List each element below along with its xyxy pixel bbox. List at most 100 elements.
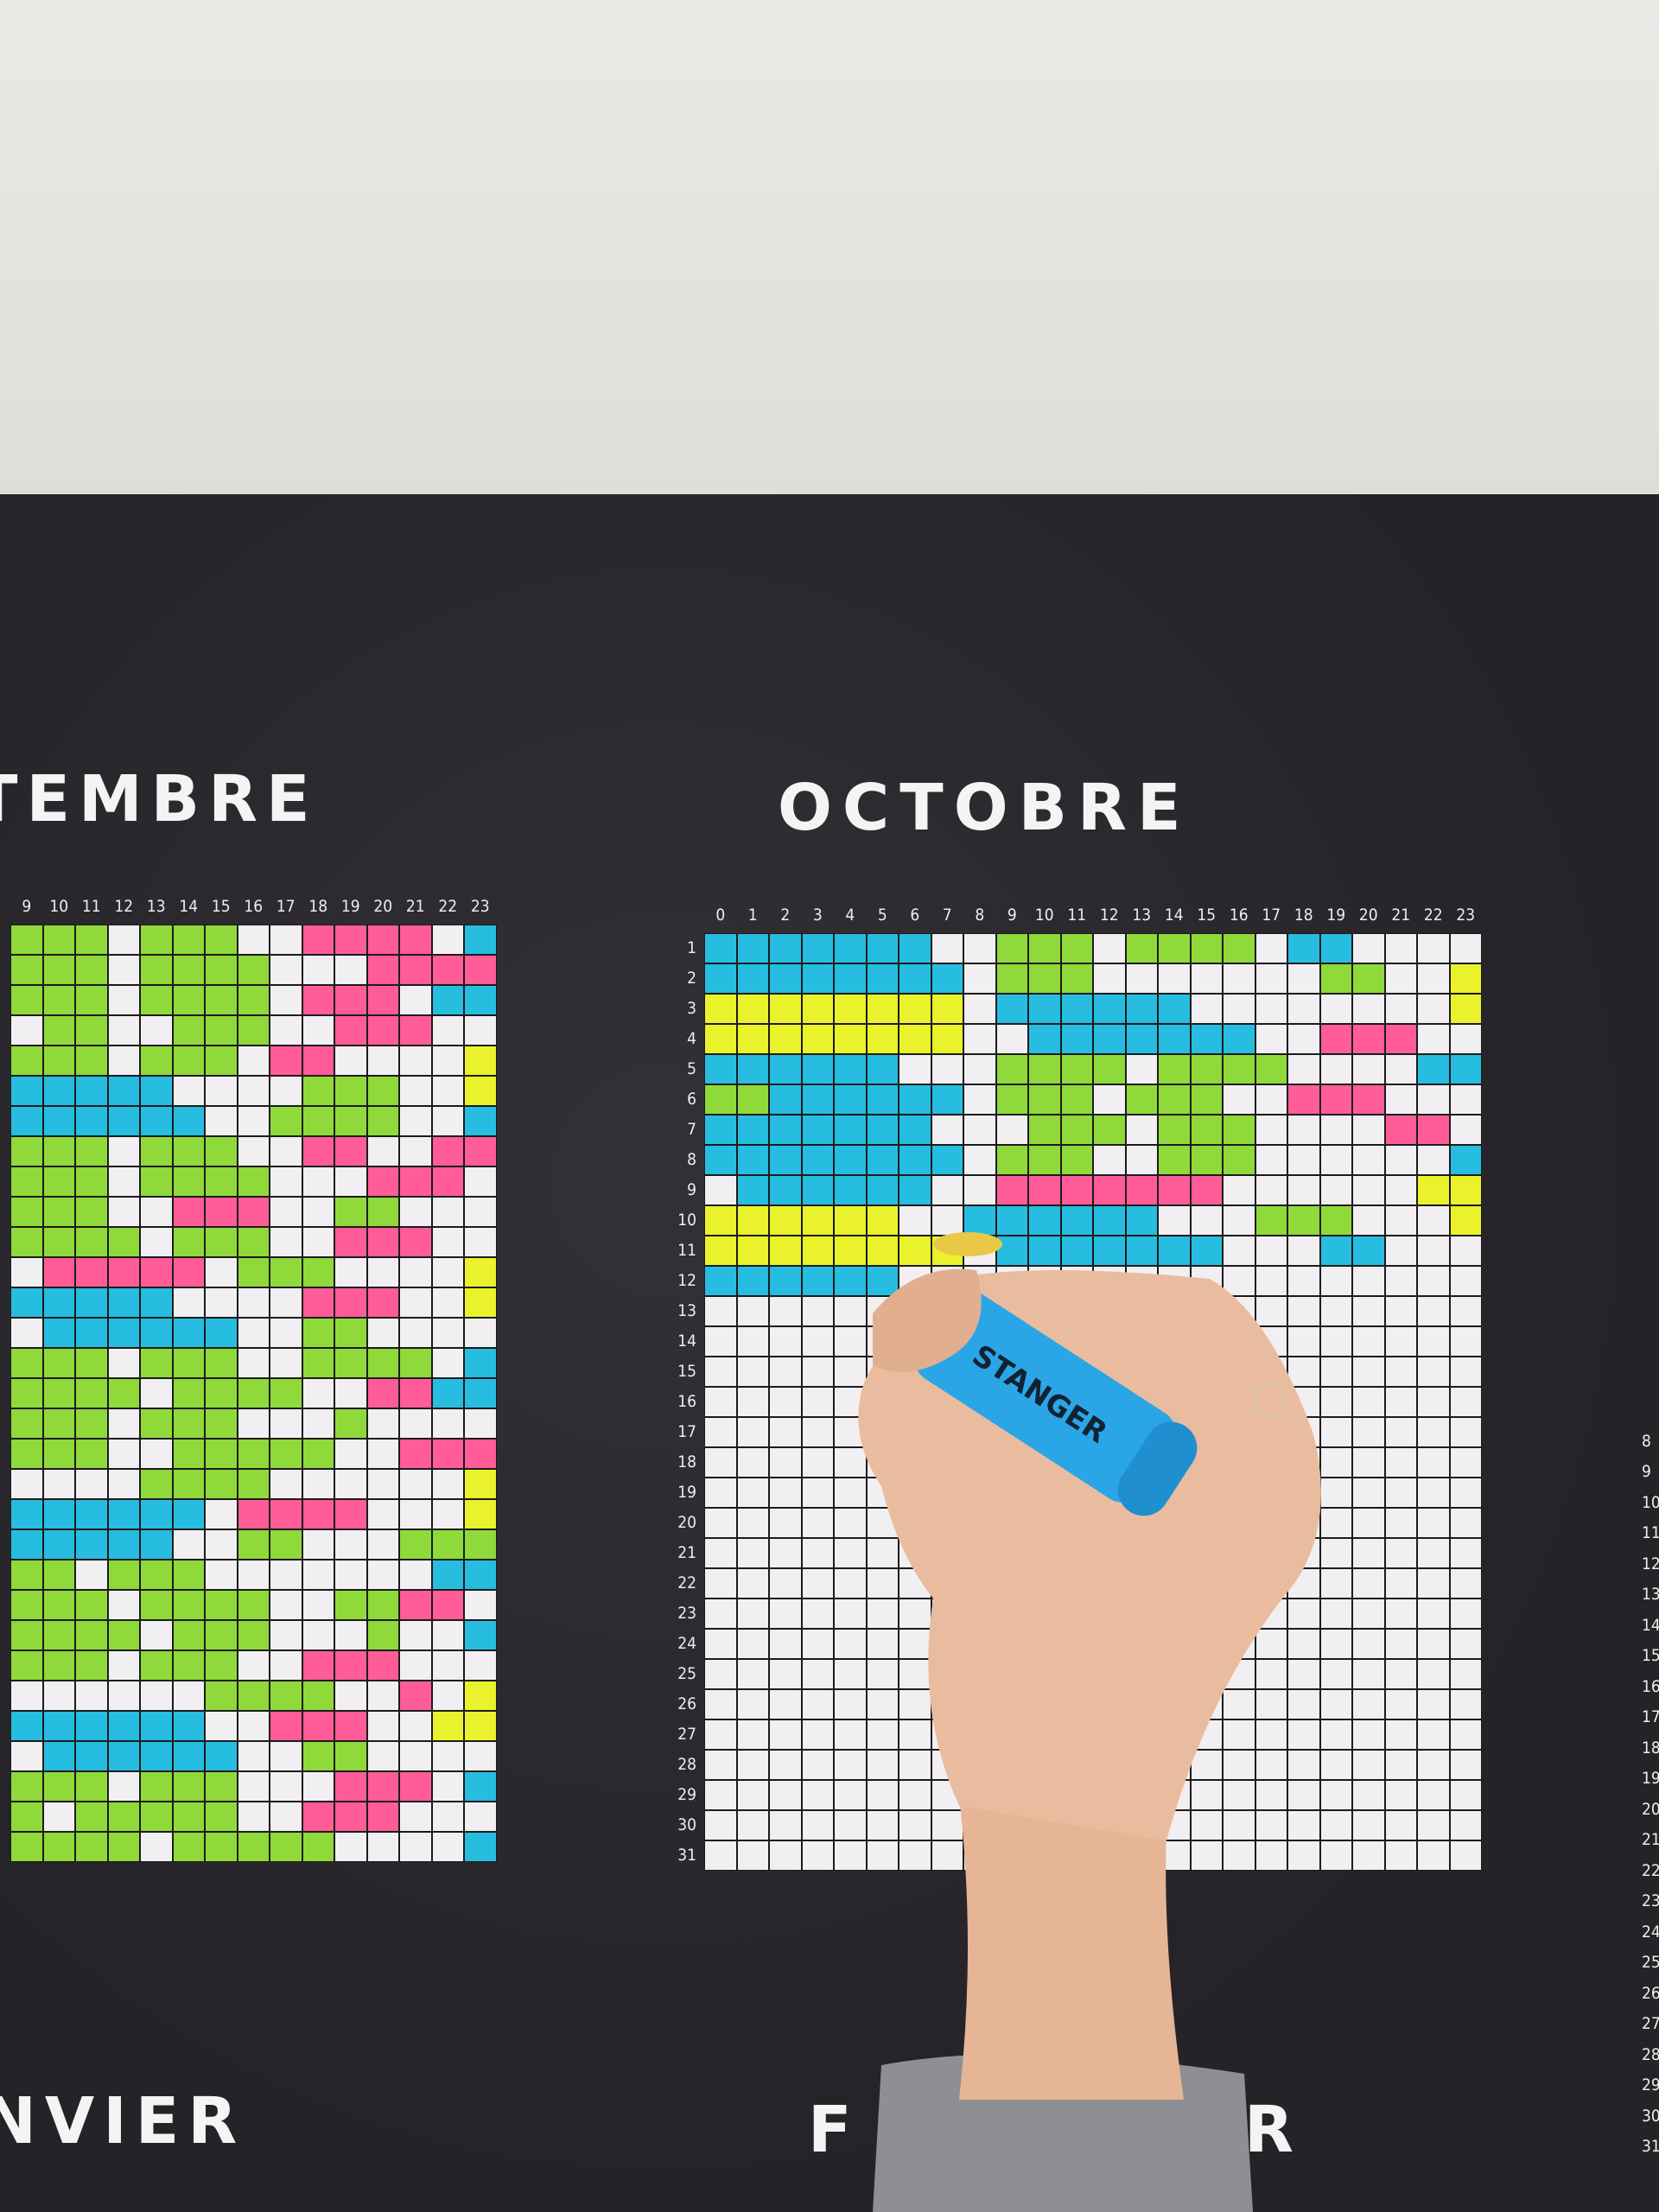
september-cell-day4-hour23[interactable]: [464, 1015, 497, 1046]
october-cell-day20-hour4[interactable]: [834, 1508, 867, 1538]
september-cell-day8-hour21[interactable]: [399, 1136, 432, 1166]
october-cell-day28-hour20[interactable]: [1352, 1750, 1385, 1780]
september-cell-day12-hour16[interactable]: [237, 1257, 270, 1287]
september-cell-day5-hour9[interactable]: [10, 1046, 43, 1076]
october-cell-day14-hour19[interactable]: [1319, 1326, 1352, 1357]
september-cell-day14-hour17[interactable]: [270, 1318, 302, 1348]
september-cell-day20-hour16[interactable]: [237, 1499, 270, 1529]
october-cell-day4-hour22[interactable]: [1417, 1024, 1450, 1054]
september-cell-day4-hour14[interactable]: [172, 1015, 205, 1046]
september-cell-day5-hour19[interactable]: [334, 1046, 367, 1076]
september-cell-day5-hour21[interactable]: [399, 1046, 432, 1076]
october-cell-day5-hour23[interactable]: [1449, 1054, 1482, 1084]
september-cell-day22-hour12[interactable]: [107, 1560, 140, 1590]
september-cell-day22-hour21[interactable]: [399, 1560, 432, 1590]
october-cell-day15-hour3[interactable]: [801, 1357, 834, 1387]
october-cell-day26-hour1[interactable]: [736, 1689, 769, 1719]
october-cell-day6-hour5[interactable]: [866, 1084, 899, 1115]
september-cell-day14-hour16[interactable]: [237, 1318, 270, 1348]
october-cell-day27-hour21[interactable]: [1384, 1719, 1417, 1750]
september-cell-day9-hour19[interactable]: [334, 1166, 367, 1197]
september-cell-day23-hour14[interactable]: [172, 1590, 205, 1620]
september-cell-day29-hour22[interactable]: [431, 1771, 464, 1802]
september-cell-day2-hour12[interactable]: [107, 955, 140, 985]
september-cell-day24-hour12[interactable]: [107, 1620, 140, 1650]
october-cell-day8-hour20[interactable]: [1352, 1145, 1385, 1175]
september-cell-day9-hour17[interactable]: [270, 1166, 302, 1197]
october-cell-day1-hour17[interactable]: [1255, 933, 1287, 963]
september-cell-day29-hour14[interactable]: [172, 1771, 205, 1802]
october-cell-day25-hour17[interactable]: [1255, 1659, 1287, 1689]
october-cell-day6-hour14[interactable]: [1158, 1084, 1191, 1115]
october-cell-day2-hour15[interactable]: [1190, 963, 1223, 994]
september-cell-day8-hour22[interactable]: [431, 1136, 464, 1166]
september-cell-day19-hour22[interactable]: [431, 1469, 464, 1499]
september-cell-day21-hour14[interactable]: [172, 1529, 205, 1560]
october-cell-day28-hour22[interactable]: [1417, 1750, 1450, 1780]
october-cell-day2-hour16[interactable]: [1223, 963, 1255, 994]
september-cell-day23-hour18[interactable]: [302, 1590, 334, 1620]
october-cell-day6-hour16[interactable]: [1223, 1084, 1255, 1115]
september-cell-day22-hour10[interactable]: [42, 1560, 75, 1590]
october-cell-day13-hour2[interactable]: [769, 1296, 802, 1326]
october-cell-day2-hour14[interactable]: [1158, 963, 1191, 994]
october-cell-day10-hour14[interactable]: [1158, 1205, 1191, 1236]
october-cell-day19-hour22[interactable]: [1417, 1478, 1450, 1508]
october-cell-day18-hour3[interactable]: [801, 1447, 834, 1478]
october-cell-day13-hour1[interactable]: [736, 1296, 769, 1326]
september-cell-day31-hour19[interactable]: [334, 1832, 367, 1862]
october-cell-day11-hour9[interactable]: [995, 1236, 1028, 1266]
september-cell-day29-hour19[interactable]: [334, 1771, 367, 1802]
october-cell-day25-hour22[interactable]: [1417, 1659, 1450, 1689]
september-cell-day6-hour23[interactable]: [464, 1076, 497, 1106]
september-cell-day21-hour15[interactable]: [205, 1529, 238, 1560]
october-cell-day2-hour7[interactable]: [931, 963, 963, 994]
september-cell-day1-hour12[interactable]: [107, 925, 140, 955]
september-cell-day30-hour12[interactable]: [107, 1802, 140, 1832]
october-cell-day11-hour22[interactable]: [1417, 1236, 1450, 1266]
september-cell-day28-hour12[interactable]: [107, 1741, 140, 1771]
october-cell-day7-hour10[interactable]: [1028, 1115, 1061, 1145]
september-cell-day28-hour9[interactable]: [10, 1741, 43, 1771]
september-cell-day31-hour9[interactable]: [10, 1832, 43, 1862]
september-cell-day6-hour10[interactable]: [42, 1076, 75, 1106]
september-cell-day2-hour15[interactable]: [205, 955, 238, 985]
october-cell-day21-hour5[interactable]: [866, 1538, 899, 1568]
september-cell-day4-hour11[interactable]: [75, 1015, 108, 1046]
october-cell-day27-hour6[interactable]: [899, 1719, 931, 1750]
october-cell-day22-hour22[interactable]: [1417, 1568, 1450, 1599]
september-cell-day24-hour21[interactable]: [399, 1620, 432, 1650]
october-cell-day26-hour20[interactable]: [1352, 1689, 1385, 1719]
september-cell-day3-hour19[interactable]: [334, 985, 367, 1015]
september-cell-day1-hour13[interactable]: [140, 925, 173, 955]
october-cell-day24-hour18[interactable]: [1287, 1629, 1320, 1659]
october-cell-day9-hour19[interactable]: [1319, 1175, 1352, 1205]
october-cell-day14-hour23[interactable]: [1449, 1326, 1482, 1357]
september-cell-day15-hour22[interactable]: [431, 1348, 464, 1378]
september-cell-day19-hour10[interactable]: [42, 1469, 75, 1499]
september-cell-day18-hour15[interactable]: [205, 1439, 238, 1469]
september-cell-day5-hour20[interactable]: [366, 1046, 399, 1076]
september-cell-day4-hour21[interactable]: [399, 1015, 432, 1046]
october-cell-day24-hour23[interactable]: [1449, 1629, 1482, 1659]
september-cell-day28-hour21[interactable]: [399, 1741, 432, 1771]
october-cell-day2-hour20[interactable]: [1352, 963, 1385, 994]
october-cell-day29-hour23[interactable]: [1449, 1780, 1482, 1810]
october-cell-day8-hour15[interactable]: [1190, 1145, 1223, 1175]
september-cell-day1-hour20[interactable]: [366, 925, 399, 955]
october-cell-day26-hour3[interactable]: [801, 1689, 834, 1719]
september-cell-day1-hour10[interactable]: [42, 925, 75, 955]
september-cell-day15-hour17[interactable]: [270, 1348, 302, 1378]
october-cell-day9-hour1[interactable]: [736, 1175, 769, 1205]
october-cell-day10-hour18[interactable]: [1287, 1205, 1320, 1236]
september-cell-day6-hour15[interactable]: [205, 1076, 238, 1106]
september-cell-day1-hour11[interactable]: [75, 925, 108, 955]
october-cell-day15-hour20[interactable]: [1352, 1357, 1385, 1387]
september-cell-day8-hour15[interactable]: [205, 1136, 238, 1166]
october-cell-day7-hour5[interactable]: [866, 1115, 899, 1145]
october-cell-day5-hour19[interactable]: [1319, 1054, 1352, 1084]
september-cell-day16-hour13[interactable]: [140, 1378, 173, 1408]
october-cell-day1-hour20[interactable]: [1352, 933, 1385, 963]
september-cell-day20-hour21[interactable]: [399, 1499, 432, 1529]
september-cell-day17-hour18[interactable]: [302, 1408, 334, 1439]
